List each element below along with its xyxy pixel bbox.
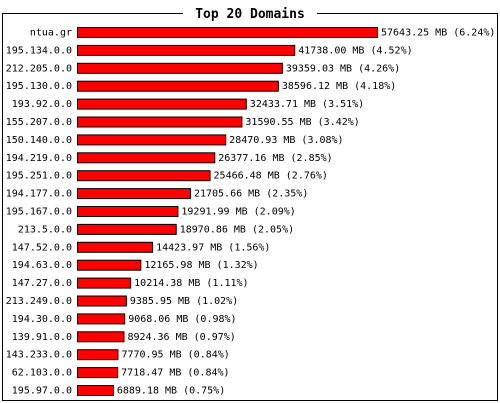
bar-value-label: 12165.98 MB (1.32%) (144, 260, 258, 271)
bar-value-label: 7718.47 MB (0.84%) (121, 368, 229, 379)
bar-value-label: 28470.93 MB (3.08%) (229, 135, 343, 146)
bar (77, 44, 296, 56)
bar (77, 188, 191, 200)
bar (77, 98, 247, 110)
category-label: 193.92.0.0 (12, 99, 72, 110)
bar-value-label: 32433.71 MB (3.51%) (250, 99, 364, 110)
bar-value-label: 38596.12 MB (4.18%) (282, 81, 396, 92)
bar (77, 313, 126, 325)
category-label: 195.97.0.0 (12, 386, 72, 397)
bar-value-label: 6889.18 MB (0.75%) (117, 386, 225, 397)
category-label: 194.177.0.0 (6, 189, 72, 200)
chart-title-backdrop (183, 5, 317, 21)
bar-value-label: 9385.95 MB (1.02%) (130, 296, 238, 307)
category-label: 143.233.0.0 (6, 350, 72, 361)
bar-value-label: 26377.16 MB (2.85%) (218, 153, 332, 164)
bar-value-label: 41738.00 MB (4.52%) (298, 45, 412, 56)
bar (77, 295, 127, 307)
category-label: 194.30.0.0 (12, 314, 72, 325)
category-label: 195.134.0.0 (6, 45, 72, 56)
category-label: 155.207.0.0 (6, 117, 72, 128)
bar-value-label: 7770.95 MB (0.84%) (121, 350, 229, 361)
bar-value-label: 10214.38 MB (1.11%) (134, 278, 248, 289)
bar (77, 206, 179, 217)
category-label: 147.52.0.0 (12, 242, 72, 253)
bar (77, 367, 119, 379)
bar-value-label: 18970.86 MB (2.05%) (180, 224, 294, 235)
chart-title: Top 20 Domains (195, 7, 305, 22)
bar-group: ntua.gr 57643.25 MB (6.24%) 195.134.0.0 417… (6, 27, 495, 397)
bar (77, 241, 154, 253)
bar-value-label: 57643.25 MB (6.24%) (381, 28, 495, 39)
bar (77, 170, 211, 182)
category-label: 150.140.0.0 (6, 135, 72, 146)
bar-value-label: 31590.55 MB (3.42%) (245, 117, 359, 128)
category-label: 195.130.0.0 (6, 81, 72, 92)
bar-value-label: 21705.66 MB (2.35%) (194, 189, 308, 200)
category-label: 62.103.0.0 (12, 368, 72, 379)
bar-value-label: 9068.06 MB (0.98%) (128, 314, 236, 325)
category-label: 212.205.0.0 (6, 63, 72, 74)
bar-value-label: 14423.97 MB (1.56%) (156, 242, 270, 253)
category-label: 195.251.0.0 (6, 171, 72, 182)
category-label: 195.167.0.0 (6, 207, 72, 218)
category-label: ntua.gr (30, 28, 72, 39)
category-label: 194.63.0.0 (12, 260, 72, 271)
category-label: 147.27.0.0 (12, 278, 72, 289)
bar (77, 80, 279, 92)
bar (77, 259, 142, 271)
bar (77, 152, 216, 164)
bar (77, 385, 114, 396)
bar (77, 116, 243, 128)
bar-value-label: 25466.48 MB (2.76%) (214, 171, 328, 182)
category-label: 194.219.0.0 (6, 153, 72, 164)
category-label: 213.5.0.0 (18, 224, 72, 235)
bar-value-label: 8924.36 MB (0.97%) (127, 332, 235, 343)
bar (77, 349, 119, 361)
bar (77, 27, 378, 38)
bar (77, 331, 125, 343)
bar (77, 134, 227, 146)
bar (77, 62, 283, 74)
bar (77, 277, 132, 289)
bar-value-label: 19291.99 MB (2.09%) (181, 207, 295, 218)
category-label: 213.249.0.0 (6, 296, 72, 307)
category-label: 139.91.0.0 (12, 332, 72, 343)
bar-value-label: 39359.03 MB (4.26%) (286, 63, 400, 74)
bar (77, 223, 177, 235)
